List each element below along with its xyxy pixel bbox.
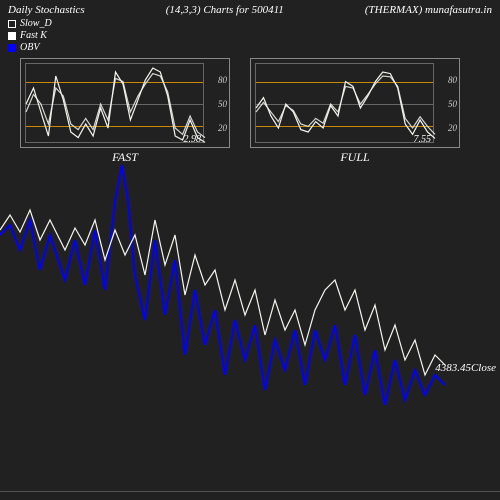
mini-chart-full-container: 8050207.55 FULL	[250, 58, 460, 165]
legend-fast-k: Fast K	[8, 30, 492, 42]
bottom-divider	[0, 491, 500, 492]
header-center: (14,3,3) Charts for 500411	[166, 4, 284, 16]
close-line	[0, 210, 445, 375]
legend-swatch-slowd	[8, 20, 16, 28]
legend-slow-d: Slow_D	[8, 18, 492, 30]
legend-obv: OBV	[8, 42, 492, 54]
close-price-label: 4383.45Close	[435, 362, 496, 374]
legend: Slow_D Fast K OBV	[0, 18, 500, 58]
legend-label-fastk: Fast K	[20, 30, 47, 42]
legend-swatch-fastk	[8, 32, 16, 40]
legend-label-slowd: Slow_D	[20, 18, 52, 30]
mini-chart-svg	[21, 59, 231, 149]
header-left: Daily Stochastics	[8, 4, 85, 16]
obv-line	[0, 165, 445, 405]
mini-chart-svg	[251, 59, 461, 149]
header: Daily Stochastics (14,3,3) Charts for 50…	[0, 0, 500, 18]
header-right: (THERMAX) munafasutra.in	[365, 4, 492, 16]
top-charts-row: 8050202.98 FAST 8050207.55 FULL	[0, 58, 500, 165]
legend-label-obv: OBV	[20, 42, 39, 54]
main-chart	[0, 160, 500, 490]
mini-chart-full: 8050207.55	[250, 58, 460, 148]
legend-swatch-obv	[8, 44, 16, 52]
mini-chart-fast-container: 8050202.98 FAST	[20, 58, 230, 165]
mini-chart-fast: 8050202.98	[20, 58, 230, 148]
